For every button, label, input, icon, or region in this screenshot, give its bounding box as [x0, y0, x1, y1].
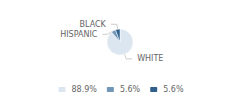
svg-text:WHITE: WHITE	[137, 54, 163, 63]
svg-text:BLACK: BLACK	[80, 20, 107, 29]
svg-text:5.6%: 5.6%	[120, 85, 141, 94]
svg-text:5.6%: 5.6%	[163, 85, 184, 94]
svg-text:HISPANIC: HISPANIC	[60, 30, 98, 39]
svg-text:88.9%: 88.9%	[71, 85, 97, 94]
